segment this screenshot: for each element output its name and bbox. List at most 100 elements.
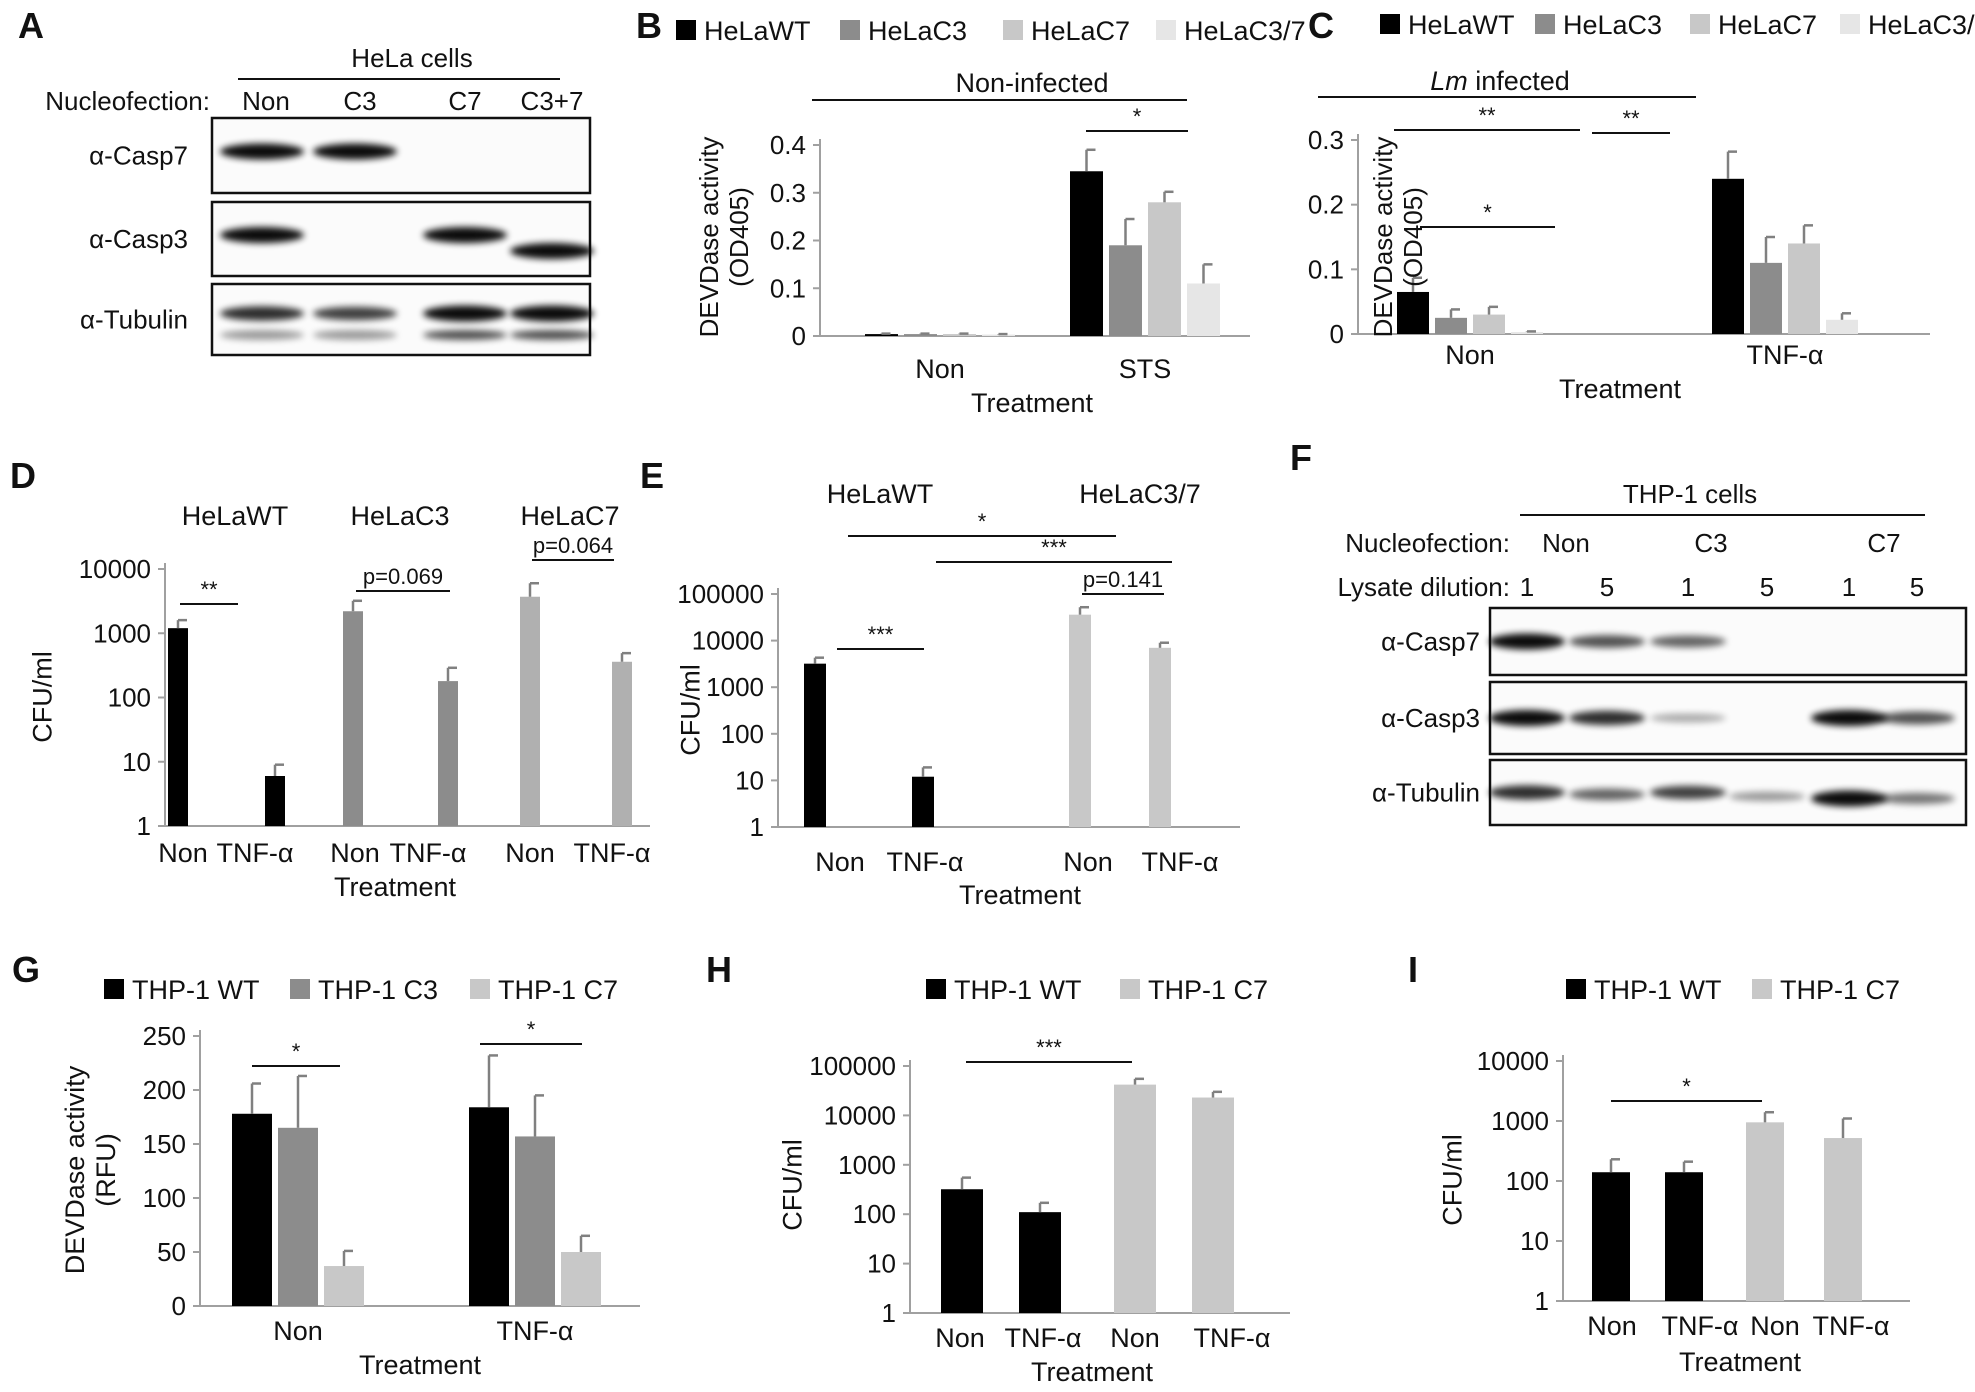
blot-band: [313, 306, 397, 321]
blot-band: [1650, 635, 1726, 648]
y-axis-label-line: CFU/ml: [675, 664, 705, 755]
blot-subrow-title: Lysate dilution:: [1338, 572, 1510, 602]
blot-band: [313, 330, 397, 340]
y-tick-label: 10: [735, 765, 764, 795]
blot-header: THP-1 cells: [1623, 479, 1757, 509]
blot-row-title: Nucleofection:: [1345, 528, 1510, 558]
y-tick-label: 10000: [79, 554, 151, 584]
y-tick-label: 1: [1535, 1286, 1549, 1316]
blot-column-label: C3+7: [521, 86, 584, 116]
y-axis-label-line: (OD405): [724, 187, 754, 287]
significance-C-1-label: *: [1483, 200, 1492, 225]
blot-band: [1650, 785, 1726, 800]
blot-column-label: C7: [1867, 528, 1900, 558]
y-tick-label: 1000: [1491, 1106, 1549, 1136]
bar: [1665, 1172, 1703, 1301]
blot-band: [220, 330, 304, 340]
significance-B-1-label: *: [1133, 104, 1142, 129]
blot-band: [1879, 792, 1955, 805]
blot-membrane: [1488, 758, 1968, 827]
legend-swatch: [1120, 979, 1140, 999]
blot-subcolumn-label: 5: [1760, 572, 1774, 602]
panel-label-H: H: [706, 949, 732, 990]
x-tick-label: TNF-α: [886, 847, 963, 877]
x-tick-label: Non: [915, 354, 965, 384]
y-tick-label: 50: [157, 1237, 186, 1267]
blot-band: [313, 143, 397, 160]
bar: [612, 661, 632, 826]
x-tick-label: TNF-α: [573, 838, 650, 868]
blot-band: [510, 330, 594, 340]
x-tick-label: TNF-α: [1141, 847, 1218, 877]
y-tick-label: 0.2: [1308, 190, 1344, 220]
group-title: HeLaWT: [182, 501, 289, 531]
chart-header: Lm infected: [1430, 66, 1570, 96]
significance-D-1-label: **: [200, 577, 218, 602]
blot-column-label: Non: [1542, 528, 1590, 558]
x-tick-label: TNF-α: [1746, 340, 1823, 370]
bar-helawt: [865, 334, 898, 336]
panel-label-F: F: [1290, 437, 1312, 478]
bar: [941, 1189, 983, 1313]
blot-band: [1489, 633, 1565, 650]
bar: [1069, 614, 1091, 827]
bar: [1592, 1172, 1630, 1301]
legend-label: THP-1 C3: [318, 975, 438, 1005]
bar-helac3-7: [1511, 332, 1543, 334]
bar-thp-1-c7: [324, 1266, 364, 1306]
blot-band: [1569, 788, 1645, 801]
blot-band: [1811, 710, 1887, 726]
x-tick-label: STS: [1119, 354, 1172, 384]
y-axis-label-line: DEVDase activity: [60, 1065, 90, 1274]
blot-band: [1729, 791, 1805, 802]
x-tick-label: Non: [158, 838, 208, 868]
bar-helac3: [1109, 245, 1142, 336]
legend-label: HeLaWT: [704, 16, 811, 46]
x-tick-label: Non: [935, 1323, 985, 1353]
blot-band: [220, 143, 304, 160]
bar-helawt: [1070, 171, 1103, 336]
y-tick-label: 150: [143, 1129, 186, 1159]
legend-swatch: [1535, 14, 1555, 34]
x-axis-label: Treatment: [1559, 374, 1682, 404]
y-tick-label: 10000: [1477, 1046, 1549, 1076]
blot-band: [1569, 635, 1645, 648]
x-axis-label: Treatment: [1679, 1347, 1802, 1377]
legend-B: HeLaWT HeLaC3 HeLaC7 HeLaC3/7: [676, 16, 1306, 46]
chart-header-italic: Lm: [1430, 66, 1468, 96]
chart-header-rest: infected: [1468, 66, 1570, 96]
blot-row-title: Nucleofection:: [45, 86, 210, 116]
legend-G: THP-1 WT THP-1 C3 THP-1 C7: [104, 975, 618, 1005]
blot-band: [510, 243, 594, 259]
legend-swatch: [840, 20, 860, 40]
blot-subcolumn-label: 5: [1910, 572, 1924, 602]
bar: [343, 611, 363, 826]
y-axis-label-line: (RFU): [91, 1133, 121, 1206]
bar: [438, 681, 458, 826]
x-tick-label: TNF-α: [1193, 1323, 1270, 1353]
x-axis-label: Treatment: [971, 388, 1094, 418]
blot-column-label: Non: [242, 86, 290, 116]
bar-helac3-7: [1826, 319, 1858, 334]
significance-H-1-label: ***: [1036, 1035, 1062, 1060]
y-tick-label: 0.1: [1308, 254, 1344, 284]
y-tick-label: 10000: [824, 1100, 896, 1130]
legend-label: THP-1 C7: [1148, 975, 1268, 1005]
legend-swatch: [1156, 20, 1176, 40]
panel-label-C: C: [1308, 5, 1334, 46]
blot-band: [510, 305, 594, 322]
y-tick-label: 0.3: [770, 178, 806, 208]
significance-D-3-label: p=0.064: [533, 533, 613, 558]
blot-band: [423, 330, 507, 340]
y-axis-label: CFU/ml: [777, 1139, 807, 1230]
blot-band: [423, 227, 507, 243]
legend-label: THP-1 C7: [1780, 975, 1900, 1005]
y-tick-label: 0.1: [770, 273, 806, 303]
legend-swatch: [1566, 979, 1586, 999]
x-tick-label: Non: [273, 1316, 323, 1346]
y-tick-label: 0: [792, 321, 806, 351]
legend-swatch: [1840, 14, 1860, 34]
legend-swatch: [926, 979, 946, 999]
x-tick-label: Non: [1587, 1311, 1637, 1341]
